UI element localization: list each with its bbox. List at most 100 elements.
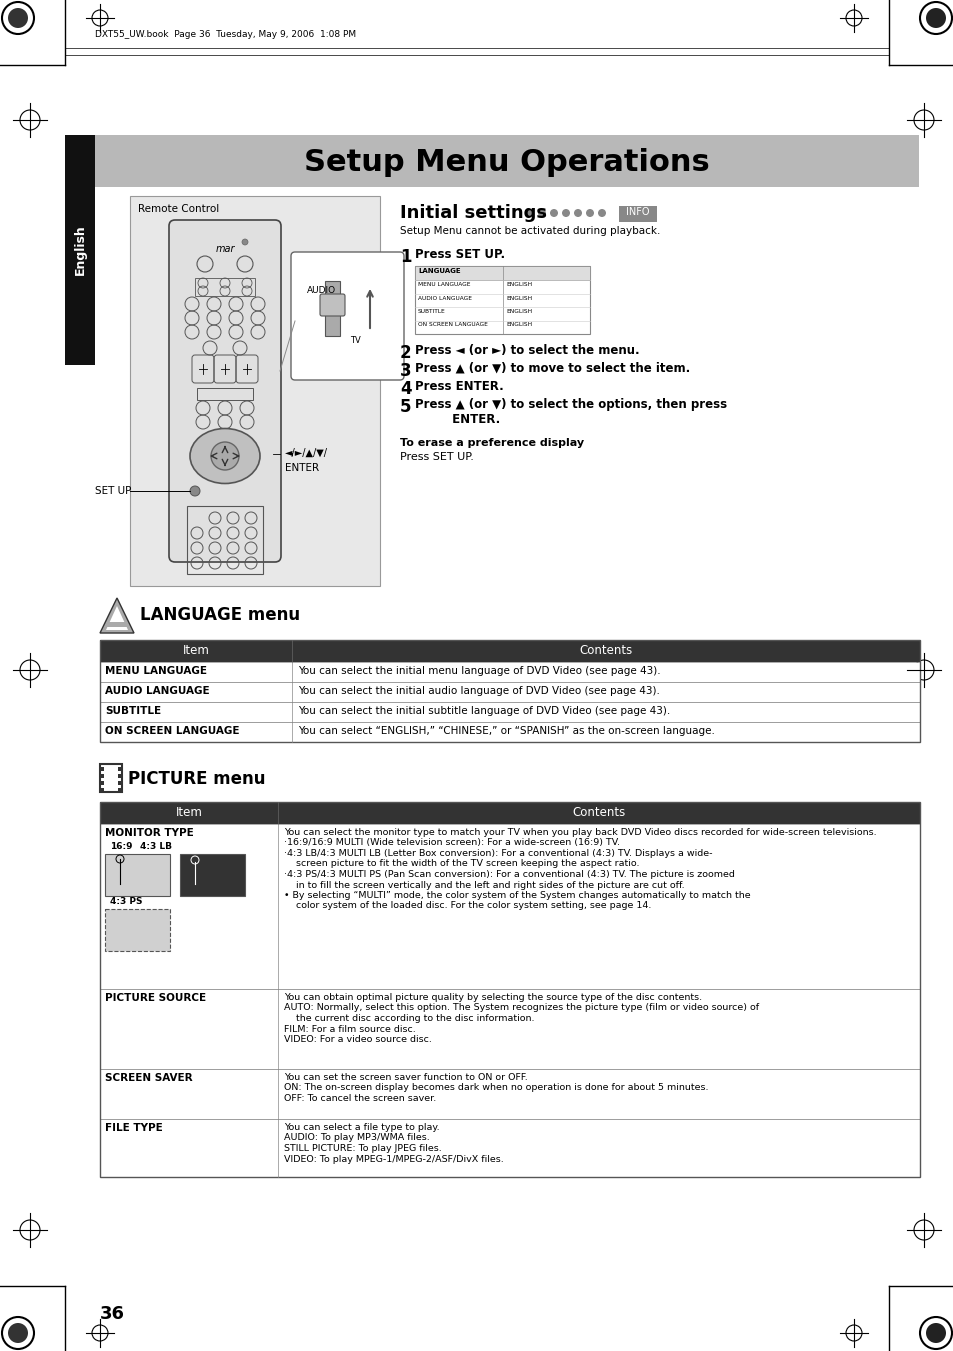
Text: PICTURE SOURCE: PICTURE SOURCE <box>105 993 206 1002</box>
Bar <box>100 640 919 662</box>
Text: 4:3 LB: 4:3 LB <box>140 842 172 851</box>
Text: the current disc according to the disc information.: the current disc according to the disc i… <box>284 1015 534 1023</box>
Text: Press ▲ (or ▼) to select the options, then press: Press ▲ (or ▼) to select the options, th… <box>415 399 726 411</box>
FancyBboxPatch shape <box>319 295 345 316</box>
Text: MENU LANGUAGE: MENU LANGUAGE <box>417 282 470 286</box>
Text: Press ENTER.: Press ENTER. <box>415 380 503 393</box>
Text: 2: 2 <box>399 345 411 362</box>
Circle shape <box>242 239 248 245</box>
Bar <box>100 721 919 742</box>
Bar <box>100 989 919 1069</box>
Text: Initial settings: Initial settings <box>399 204 546 222</box>
Bar <box>100 824 919 989</box>
Circle shape <box>537 209 545 218</box>
Bar <box>101 788 104 792</box>
Text: ON: The on-screen display becomes dark when no operation is done for about 5 min: ON: The on-screen display becomes dark w… <box>284 1084 708 1093</box>
Bar <box>194 278 254 296</box>
Text: English: English <box>73 224 87 276</box>
Text: INFO: INFO <box>625 207 649 218</box>
Bar <box>118 774 121 778</box>
Text: AUDIO LANGUAGE: AUDIO LANGUAGE <box>105 686 210 696</box>
Text: ON SCREEN LANGUAGE: ON SCREEN LANGUAGE <box>105 725 239 736</box>
Text: Press ◄ (or ►) to select the menu.: Press ◄ (or ►) to select the menu. <box>415 345 639 357</box>
Text: ·4:3 PS/4:3 MULTI PS (Pan Scan conversion): For a conventional (4:3) TV. The pic: ·4:3 PS/4:3 MULTI PS (Pan Scan conversio… <box>284 870 734 880</box>
Text: 1: 1 <box>399 249 411 266</box>
Bar <box>100 662 919 682</box>
Text: 4: 4 <box>399 380 411 399</box>
Text: ENGLISH: ENGLISH <box>505 309 532 313</box>
Text: LANGUAGE: LANGUAGE <box>417 267 460 274</box>
Ellipse shape <box>190 428 260 484</box>
Text: MENU LANGUAGE: MENU LANGUAGE <box>105 666 207 676</box>
Circle shape <box>525 209 534 218</box>
Circle shape <box>211 442 239 470</box>
Text: ·4:3 LB/4:3 MULTI LB (Letter Box conversion): For a conventional (4:3) TV. Displ: ·4:3 LB/4:3 MULTI LB (Letter Box convers… <box>284 848 712 858</box>
Text: Item: Item <box>182 644 210 657</box>
Bar <box>65 135 95 365</box>
Text: • By selecting “MULTI” mode, the color system of the System changes automaticall: • By selecting “MULTI” mode, the color s… <box>284 892 750 900</box>
Text: LANGUAGE menu: LANGUAGE menu <box>140 607 300 624</box>
Text: SET UP: SET UP <box>95 486 132 496</box>
Bar <box>95 135 918 186</box>
Text: ENGLISH: ENGLISH <box>505 282 532 286</box>
Text: You can select the monitor type to match your TV when you play back DVD Video di: You can select the monitor type to match… <box>284 828 876 838</box>
Bar <box>100 1119 919 1177</box>
Text: screen picture to fit the width of the TV screen keeping the aspect ratio.: screen picture to fit the width of the T… <box>284 859 639 869</box>
Bar <box>130 196 379 586</box>
Text: ENGLISH: ENGLISH <box>505 323 532 327</box>
Text: Contents: Contents <box>578 644 632 657</box>
Text: Item: Item <box>175 807 202 819</box>
Text: VIDEO: For a video source disc.: VIDEO: For a video source disc. <box>284 1035 432 1044</box>
Bar <box>180 854 245 896</box>
Text: You can select “ENGLISH,” “CHINESE,” or “SPANISH” as the on-screen language.: You can select “ENGLISH,” “CHINESE,” or … <box>297 725 714 736</box>
Circle shape <box>574 209 581 218</box>
Bar <box>415 266 589 334</box>
Bar <box>325 281 339 336</box>
Bar <box>101 774 104 778</box>
Text: FILE TYPE: FILE TYPE <box>105 1123 163 1133</box>
Circle shape <box>598 209 605 218</box>
Bar <box>100 1069 919 1119</box>
Circle shape <box>190 486 200 496</box>
Bar <box>100 703 919 721</box>
Text: SUBTITLE: SUBTITLE <box>105 707 161 716</box>
Text: SUBTITLE: SUBTITLE <box>417 309 445 313</box>
Text: AUDIO: To play MP3/WMA files.: AUDIO: To play MP3/WMA files. <box>284 1133 429 1143</box>
Text: OFF: To cancel the screen saver.: OFF: To cancel the screen saver. <box>284 1094 436 1102</box>
Bar <box>118 767 121 771</box>
Text: Press ▲ (or ▼) to move to select the item.: Press ▲ (or ▼) to move to select the ite… <box>415 362 690 376</box>
Text: SCREEN SAVER: SCREEN SAVER <box>105 1073 193 1084</box>
Polygon shape <box>106 607 128 630</box>
Bar <box>100 682 919 703</box>
Text: AUTO: Normally, select this option. The System recognizes the picture type (film: AUTO: Normally, select this option. The … <box>284 1004 759 1012</box>
Bar <box>118 788 121 792</box>
Text: ◄/►/▲/▼/: ◄/►/▲/▼/ <box>285 449 328 458</box>
Text: You can select the initial subtitle language of DVD Video (see page 43).: You can select the initial subtitle lang… <box>297 707 670 716</box>
Text: ·16:9/16:9 MULTI (Wide television screen): For a wide-screen (16:9) TV.: ·16:9/16:9 MULTI (Wide television screen… <box>284 839 619 847</box>
Text: To erase a preference display: To erase a preference display <box>399 438 583 449</box>
Text: mar: mar <box>215 245 234 254</box>
Text: You can select the initial menu language of DVD Video (see page 43).: You can select the initial menu language… <box>297 666 659 676</box>
Text: FILM: For a film source disc.: FILM: For a film source disc. <box>284 1024 416 1034</box>
Bar <box>187 507 263 574</box>
Text: You can obtain optimal picture quality by selecting the source type of the disc : You can obtain optimal picture quality b… <box>284 993 701 1002</box>
Text: ENTER: ENTER <box>285 463 319 473</box>
Bar <box>100 802 919 1177</box>
Text: STILL PICTURE: To play JPEG files.: STILL PICTURE: To play JPEG files. <box>284 1144 441 1152</box>
Text: Remote Control: Remote Control <box>138 204 219 213</box>
Text: color system of the loaded disc. For the color system setting, see page 14.: color system of the loaded disc. For the… <box>284 901 651 911</box>
Bar <box>101 767 104 771</box>
FancyBboxPatch shape <box>291 253 403 380</box>
Text: Contents: Contents <box>572 807 625 819</box>
Text: ENTER.: ENTER. <box>415 413 499 426</box>
Text: Press SET UP.: Press SET UP. <box>399 453 474 462</box>
Bar <box>618 205 657 222</box>
Text: MONITOR TYPE: MONITOR TYPE <box>105 828 193 838</box>
Bar <box>100 765 122 792</box>
Bar <box>105 909 170 951</box>
Bar <box>118 781 121 785</box>
Bar <box>100 640 919 742</box>
Text: PICTURE menu: PICTURE menu <box>128 770 265 788</box>
Circle shape <box>925 1323 945 1343</box>
Text: 5: 5 <box>399 399 411 416</box>
